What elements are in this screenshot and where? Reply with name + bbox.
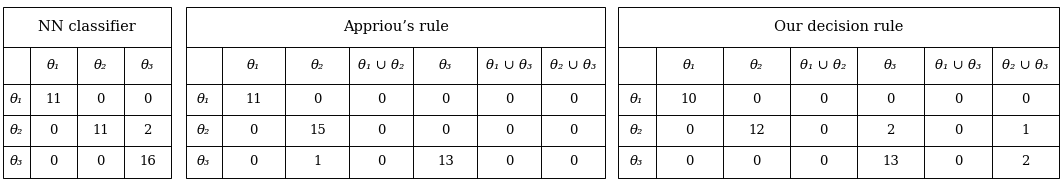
- Text: 2: 2: [1021, 156, 1029, 169]
- Text: 0: 0: [441, 93, 449, 106]
- Text: 0: 0: [752, 93, 760, 106]
- Text: 0: 0: [954, 124, 962, 137]
- Text: θ₁: θ₁: [196, 93, 210, 106]
- Text: θ₂: θ₂: [196, 124, 210, 137]
- Text: 0: 0: [49, 156, 57, 169]
- Text: θ₁: θ₁: [47, 59, 61, 72]
- Text: 0: 0: [250, 124, 258, 137]
- Text: θ₂: θ₂: [311, 59, 324, 72]
- Text: θ₃: θ₃: [630, 156, 644, 169]
- Text: 0: 0: [1021, 93, 1029, 106]
- Text: 13: 13: [883, 156, 900, 169]
- Text: 2: 2: [143, 124, 152, 137]
- Text: θ₁: θ₁: [630, 93, 644, 106]
- Text: 1: 1: [1021, 124, 1029, 137]
- Text: θ₂ ∪ θ₃: θ₂ ∪ θ₃: [550, 59, 597, 72]
- Text: 0: 0: [506, 93, 514, 106]
- Text: 15: 15: [309, 124, 326, 137]
- Text: 0: 0: [954, 93, 962, 106]
- Text: 12: 12: [748, 124, 765, 137]
- Text: 0: 0: [752, 156, 760, 169]
- Bar: [3, 7, 171, 178]
- Text: θ₃: θ₃: [884, 59, 897, 72]
- Text: 0: 0: [820, 156, 827, 169]
- Text: 11: 11: [245, 93, 262, 106]
- Text: 0: 0: [97, 156, 105, 169]
- Text: 0: 0: [441, 124, 449, 137]
- Text: 0: 0: [377, 156, 386, 169]
- Text: 1: 1: [313, 156, 322, 169]
- Text: 0: 0: [569, 156, 578, 169]
- Text: θ₂: θ₂: [630, 124, 644, 137]
- Text: θ₁ ∪ θ₃: θ₁ ∪ θ₃: [486, 59, 532, 72]
- Text: θ₁: θ₁: [10, 93, 23, 106]
- Text: θ₂: θ₂: [10, 124, 23, 137]
- Text: 0: 0: [377, 93, 386, 106]
- Text: θ₁ ∪ θ₃: θ₁ ∪ θ₃: [935, 59, 981, 72]
- Text: NN classifier: NN classifier: [38, 20, 136, 34]
- Text: θ₃: θ₃: [10, 156, 23, 169]
- Text: 0: 0: [49, 124, 57, 137]
- Text: 0: 0: [506, 156, 514, 169]
- Text: 0: 0: [685, 124, 693, 137]
- Text: θ₁: θ₁: [246, 59, 260, 72]
- Text: 0: 0: [685, 156, 693, 169]
- Text: 0: 0: [313, 93, 322, 106]
- Text: 0: 0: [377, 124, 386, 137]
- Text: 0: 0: [569, 124, 578, 137]
- Text: θ₃: θ₃: [439, 59, 452, 72]
- Text: θ₁ ∪ θ₂: θ₁ ∪ θ₂: [801, 59, 846, 72]
- Text: θ₁ ∪ θ₂: θ₁ ∪ θ₂: [358, 59, 405, 72]
- Text: θ₂: θ₂: [93, 59, 107, 72]
- Text: 0: 0: [506, 124, 514, 137]
- Text: 10: 10: [681, 93, 698, 106]
- Text: 0: 0: [820, 124, 827, 137]
- Text: Our decision rule: Our decision rule: [774, 20, 903, 34]
- Text: 13: 13: [436, 156, 453, 169]
- Text: 0: 0: [97, 93, 105, 106]
- Text: 11: 11: [92, 124, 109, 137]
- Text: 0: 0: [250, 156, 258, 169]
- Text: 0: 0: [954, 156, 962, 169]
- Text: θ₃: θ₃: [196, 156, 210, 169]
- Text: 0: 0: [143, 93, 152, 106]
- Text: 0: 0: [887, 93, 895, 106]
- Text: θ₂ ∪ θ₃: θ₂ ∪ θ₃: [1003, 59, 1048, 72]
- Bar: [186, 7, 605, 178]
- Text: θ₂: θ₂: [750, 59, 764, 72]
- Text: θ₁: θ₁: [683, 59, 696, 72]
- Text: 0: 0: [820, 93, 827, 106]
- Text: 0: 0: [569, 93, 578, 106]
- Text: 11: 11: [46, 93, 62, 106]
- Text: 16: 16: [139, 156, 156, 169]
- Text: θ₃: θ₃: [141, 59, 154, 72]
- Text: Appriou’s rule: Appriou’s rule: [343, 20, 448, 34]
- Text: 2: 2: [887, 124, 895, 137]
- Bar: [618, 7, 1059, 178]
